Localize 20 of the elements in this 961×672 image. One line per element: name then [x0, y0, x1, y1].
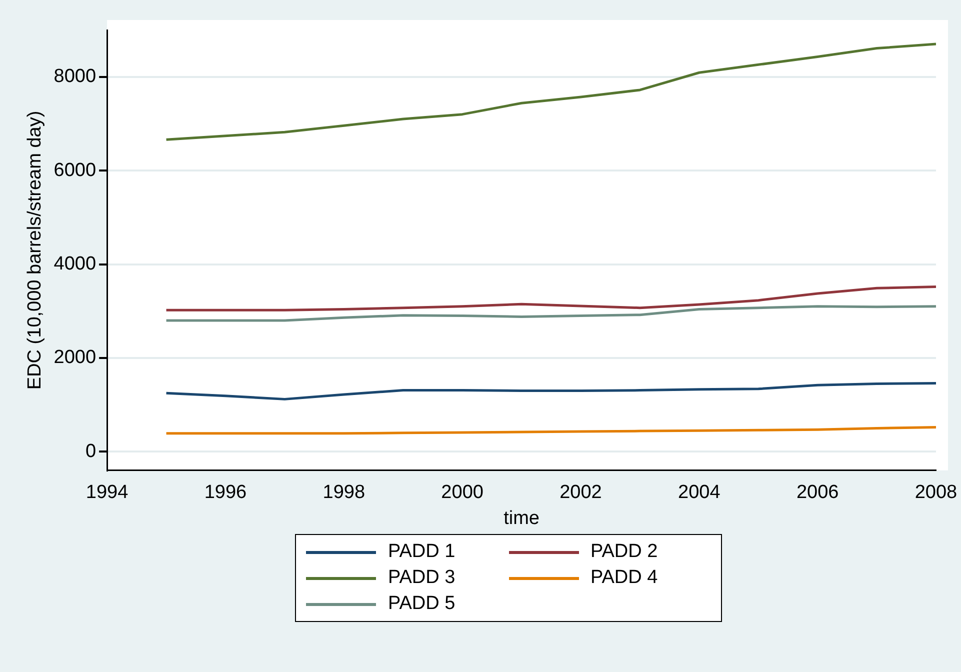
y-tick-label: 0 [85, 440, 96, 462]
x-tick-label: 2002 [560, 482, 602, 504]
legend-label: PADD 3 [388, 567, 456, 589]
y-tick-label: 2000 [54, 347, 96, 368]
legend-label: PADD 4 [590, 567, 658, 589]
x-tick-label: 1998 [322, 482, 366, 504]
legend-label: PADD 2 [590, 541, 658, 563]
y-tick-label: 6000 [54, 160, 96, 181]
y-tick-label: 8000 [54, 66, 96, 88]
y-tick-label: 4000 [54, 253, 96, 274]
x-tick-label: 1994 [86, 482, 129, 504]
x-tick-label: 2000 [441, 482, 484, 504]
x-tick-label: 2006 [796, 482, 839, 504]
legend-label: PADD 1 [388, 541, 456, 563]
x-tick-label: 2008 [914, 482, 958, 504]
x-tick-label: 1996 [204, 482, 247, 504]
legend-label: PADD 5 [388, 593, 456, 615]
x-axis-title: time [504, 508, 540, 529]
y-axis-title: EDC (10,000 barrels/stream day) [24, 110, 46, 390]
x-tick-label: 2004 [678, 482, 721, 504]
